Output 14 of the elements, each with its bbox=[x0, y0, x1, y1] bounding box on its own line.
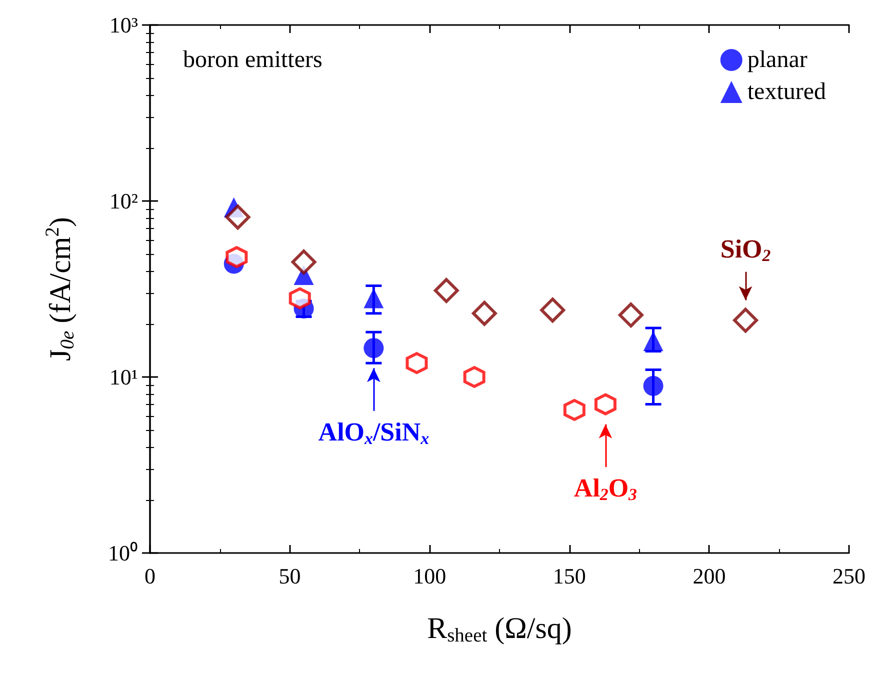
y-tick-label: 10⁰ bbox=[108, 540, 138, 566]
x-tick-label: 200 bbox=[692, 564, 726, 588]
y-tick-label: 10¹ bbox=[109, 364, 138, 390]
x-tick-label: 50 bbox=[278, 564, 301, 588]
x-tick-label: 0 bbox=[144, 564, 156, 588]
annotation: boron emitters bbox=[183, 47, 322, 73]
x-tick-label: 150 bbox=[552, 564, 586, 588]
legend-label: textured bbox=[747, 79, 826, 105]
y-axis-title: J0e (fA/cm2) bbox=[42, 217, 78, 361]
x-tick-label: 250 bbox=[832, 564, 866, 588]
x-tick-label: 100 bbox=[413, 564, 446, 588]
legend-label: planar bbox=[747, 47, 808, 73]
y-tick-label: 10³ bbox=[109, 12, 138, 38]
y-tick-label: 10² bbox=[109, 188, 138, 214]
